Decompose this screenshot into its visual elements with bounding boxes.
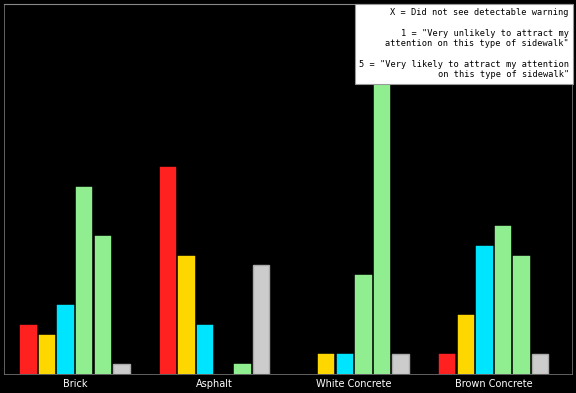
Bar [197, 325, 213, 374]
Bar [20, 325, 36, 374]
Bar [160, 167, 176, 374]
Bar [532, 354, 548, 374]
Bar [253, 266, 269, 374]
Bar [39, 334, 55, 374]
Bar [318, 354, 334, 374]
Bar [113, 364, 130, 374]
Bar [336, 354, 353, 374]
Bar [495, 226, 511, 374]
Bar [392, 354, 409, 374]
Bar [234, 364, 251, 374]
Bar [355, 275, 372, 374]
Bar [179, 255, 195, 374]
Bar [58, 305, 74, 374]
Bar [476, 246, 492, 374]
Bar [457, 315, 474, 374]
Bar [94, 236, 111, 374]
Text: X = Did not see detectable warning

1 = "Very unlikely to attract my
attention o: X = Did not see detectable warning 1 = "… [359, 8, 569, 79]
Bar [439, 354, 455, 374]
Bar [513, 255, 530, 374]
Bar [374, 39, 390, 374]
Bar [76, 187, 92, 374]
